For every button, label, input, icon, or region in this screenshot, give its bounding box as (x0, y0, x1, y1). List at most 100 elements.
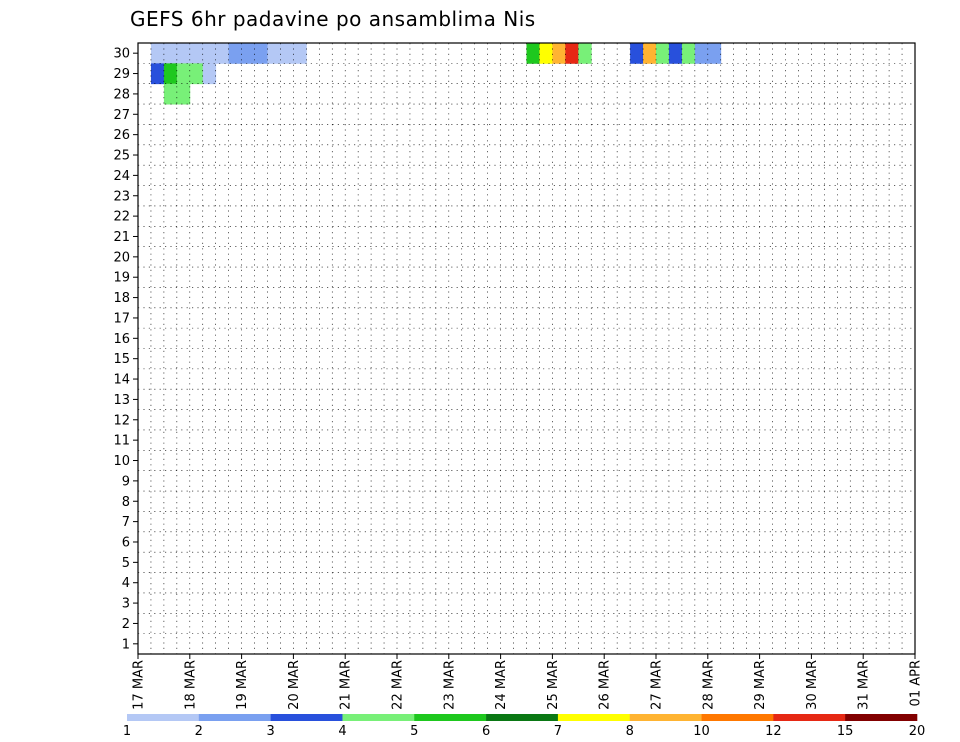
y-tick-label: 8 (122, 495, 130, 510)
heat-cell (630, 43, 644, 64)
heat-cell (150, 63, 165, 85)
colorbar-segment (629, 714, 702, 721)
heat-cell (656, 43, 670, 64)
heat-cell (526, 43, 540, 64)
y-tick-label: 10 (113, 454, 130, 469)
heat-cell (565, 43, 579, 64)
colorbar-segment (701, 714, 774, 721)
colorbar-segment (845, 714, 918, 721)
heat-cell (176, 43, 191, 64)
grid-lines (138, 43, 915, 654)
heat-cell (176, 63, 191, 85)
x-tick-label: 22 MAR (391, 660, 406, 710)
colorbar-segment (270, 714, 343, 721)
y-tick-label: 25 (113, 149, 130, 164)
colorbar-label: 10 (693, 724, 710, 739)
heat-cell (241, 43, 255, 64)
y-tick-label: 28 (113, 87, 130, 102)
y-tick-label: 6 (122, 535, 130, 550)
heat-cell (578, 43, 592, 64)
y-tick-label: 3 (122, 597, 130, 612)
colorbar: 1 2 3 4 5 6 7 8 10 12 15 20 (123, 714, 925, 739)
colorbar-segment (342, 714, 415, 721)
x-tick-label: 27 MAR (650, 660, 665, 710)
x-tick-label: 25 MAR (546, 660, 561, 710)
x-tick-label: 28 MAR (701, 660, 716, 710)
y-tick-label: 20 (113, 250, 130, 265)
y-tick-label: 5 (122, 556, 130, 571)
heat-cell (254, 43, 268, 64)
y-tick-label: 1 (122, 637, 130, 652)
y-tick-label: 27 (113, 108, 130, 123)
heat-cell (280, 43, 294, 64)
y-tick-label: 23 (113, 189, 130, 204)
heat-cell (202, 43, 217, 64)
heat-cell (668, 43, 683, 64)
x-tick-label: 24 MAR (494, 660, 509, 710)
y-tick-label: 22 (113, 210, 130, 225)
colorbar-label: 8 (626, 724, 634, 739)
colorbar-segment (127, 714, 200, 721)
heat-cell (215, 43, 230, 64)
x-axis: 17 MAR 18 MAR 19 MAR 20 MAR 21 MAR 22 MAR 23 M… (132, 654, 924, 710)
colorbar-segment (557, 714, 631, 721)
heat-cell (643, 43, 657, 64)
colorbar-label: 4 (338, 724, 346, 739)
x-tick-label: 19 MAR (235, 660, 250, 710)
heat-cell (189, 63, 204, 85)
x-tick-label: 17 MAR (132, 660, 147, 710)
x-tick-label: 01 APR (909, 660, 924, 706)
y-tick-label: 2 (122, 617, 130, 632)
chart-title: GEFS 6hr padavine po ansamblima Nis (130, 7, 536, 31)
y-tick-label: 17 (113, 311, 130, 326)
heat-cell (163, 63, 178, 85)
x-tick-label: 20 MAR (287, 660, 302, 710)
heat-cell (293, 43, 307, 64)
heat-cell (228, 43, 242, 64)
heat-cell (707, 43, 722, 64)
y-axis: 1234567891011121314151617181920212223242… (113, 47, 138, 652)
y-tick-label: 21 (113, 230, 130, 245)
colorbar-label: 3 (266, 724, 274, 739)
x-tick-label: 26 MAR (598, 660, 613, 710)
heat-cell (163, 43, 178, 64)
colorbar-segment (773, 714, 846, 721)
y-tick-label: 26 (113, 128, 130, 143)
colorbar-segment (486, 714, 559, 721)
colorbar-segment (414, 714, 487, 721)
colorbar-label: 6 (482, 724, 490, 739)
colorbar-label: 2 (195, 724, 203, 739)
y-tick-label: 13 (113, 393, 130, 408)
y-tick-label: 16 (113, 332, 130, 347)
heat-cell (150, 43, 165, 64)
y-tick-label: 15 (113, 352, 130, 367)
colorbar-segment (198, 714, 271, 721)
y-tick-label: 29 (113, 67, 130, 82)
colorbar-label: 20 (909, 724, 926, 739)
x-tick-label: 18 MAR (183, 660, 198, 710)
heat-cell (189, 43, 204, 64)
x-tick-label: 31 MAR (857, 660, 872, 710)
heatmap-cells (150, 43, 722, 105)
y-tick-label: 7 (122, 515, 130, 530)
heat-cell (176, 83, 191, 105)
y-tick-label: 9 (122, 474, 130, 489)
y-tick-label: 19 (113, 271, 130, 286)
colorbar-label: 7 (554, 724, 562, 739)
y-tick-label: 18 (113, 291, 130, 306)
heat-cell (202, 63, 217, 85)
x-tick-label: 30 MAR (805, 660, 820, 710)
plot-frame (137, 42, 916, 655)
heat-cell (681, 43, 696, 64)
y-tick-label: 14 (113, 373, 130, 388)
y-tick-label: 11 (113, 434, 130, 449)
heat-cell (694, 43, 709, 64)
y-tick-label: 4 (122, 576, 130, 591)
heat-cell (552, 43, 566, 64)
colorbar-label: 15 (837, 724, 854, 739)
x-tick-label: 21 MAR (339, 660, 354, 710)
heat-cell (163, 83, 178, 105)
heat-cell (267, 43, 281, 64)
y-tick-label: 30 (113, 47, 130, 62)
